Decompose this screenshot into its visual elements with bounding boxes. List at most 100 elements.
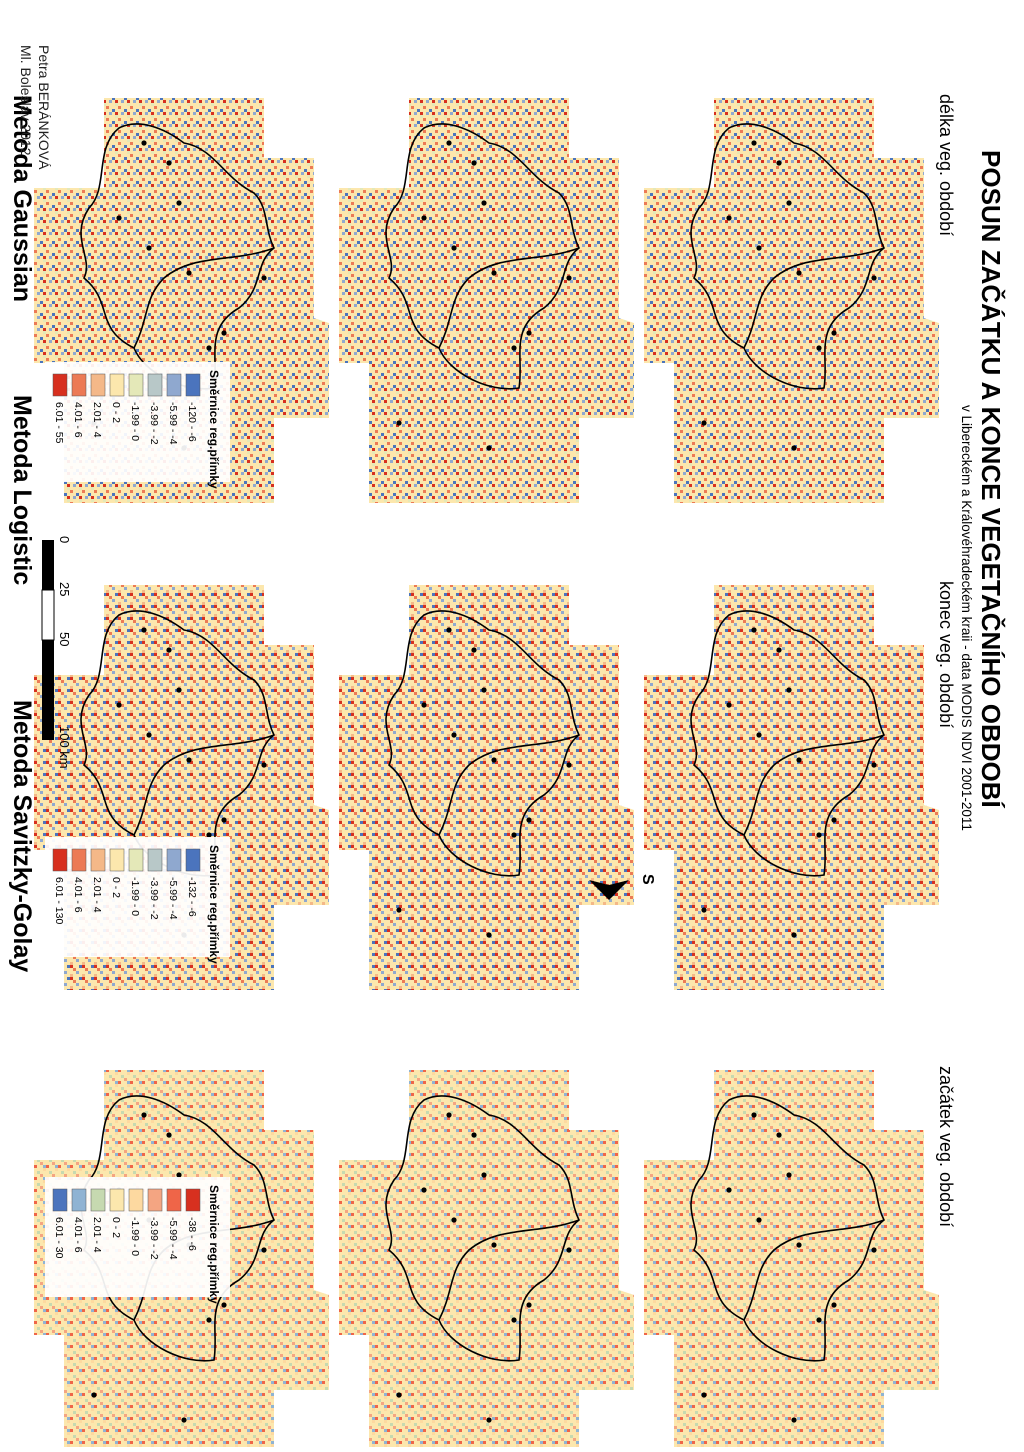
legend-swatch [166,1188,182,1212]
legend-title: Směrnice reg.přímky [207,370,221,489]
town-marker [206,832,212,838]
town-marker [526,817,532,823]
scale-bar-seg-2 [42,640,54,740]
legend-swatch [185,1188,201,1212]
town-marker [791,932,797,938]
town-marker [176,200,182,206]
region-boundary [690,123,886,390]
legend-start: Směrnice reg.přímky -38 - -6 -5.99 - -4 -3.… [45,1177,230,1304]
town-marker [486,932,492,938]
legend-item-label: 0 - 2 [110,402,122,423]
map-start-logistic [339,1070,634,1452]
poster-subtitle: v Libereckém a Královéhradeckém kraji - … [959,405,974,831]
town-marker [396,907,402,913]
town-marker [471,1132,477,1138]
legend-swatch [166,373,182,397]
north-arrow: S [589,874,656,900]
legend-item-label: 2.01 - 4 [91,402,103,438]
town-marker [491,1242,497,1248]
town-marker [796,1242,802,1248]
poster-title: POSUN ZAČÁTKU A KONCE VEGETAČNÍHO OBDOBÍ [976,150,1006,808]
legend-swatch [128,373,144,397]
legend-swatch [185,848,201,872]
town-marker [751,627,757,633]
legend-item-label: 0 - 2 [110,877,122,898]
town-marker [261,275,267,281]
town-marker [776,647,782,653]
town-marker [221,1302,227,1308]
legend-swatch [128,848,144,872]
map-end-logistic [339,585,634,990]
town-marker [486,445,492,451]
raster-footprint [644,1070,939,1452]
scale-bar-seg-1 [41,589,55,641]
town-marker [421,702,427,708]
legend-item-label: -5.99 - -4 [167,877,179,920]
legend-title: Směrnice reg.přímky [207,845,221,964]
town-marker [141,1112,147,1118]
town-marker [421,215,427,221]
town-marker [91,1392,97,1398]
legend-swatch [90,373,106,397]
town-marker [831,1302,837,1308]
scale-bar-seg-0 [42,540,54,590]
credit-place-year: Ml. Boleslav 2012 [18,45,34,156]
town-marker [491,757,497,763]
town-marker [141,140,147,146]
town-marker [701,1392,707,1398]
town-marker [261,762,267,768]
legend-swatch [109,1188,125,1212]
town-marker [451,732,457,738]
town-marker [166,1132,172,1138]
town-marker [261,1247,267,1253]
credit-author: Petra BERÁNKOVÁ [36,45,52,170]
legend-item-label: 4.01 - 6 [72,1217,84,1253]
town-marker [396,420,402,426]
town-marker [481,687,487,693]
method-labels: Metoda Gaussian Metoda Logistic Metoda Sav… [8,95,36,972]
legend-swatch [71,848,87,872]
town-marker [451,245,457,251]
town-marker [146,245,152,251]
map-end-gaussian [644,585,939,990]
legend-end: Směrnice reg.přímky -132 - -6 -5.99 - -4 -3… [45,837,230,964]
region-boundary [385,1095,581,1362]
legend-item-label: 2.01 - 4 [91,1217,103,1253]
map-length-gaussian [644,98,939,503]
town-marker [221,817,227,823]
legend-swatch [109,373,125,397]
town-marker [816,345,822,351]
raster-footprint [339,585,634,990]
town-marker [526,1302,532,1308]
town-marker [756,1217,762,1223]
town-marker [511,1317,517,1323]
legend-item-label: -38 - -6 [186,1217,198,1251]
town-marker [701,420,707,426]
region-boundary [385,123,581,390]
town-marker [816,832,822,838]
town-marker [451,1217,457,1223]
map-length-logistic [339,98,634,503]
town-marker [176,687,182,693]
raster-footprint [644,98,939,503]
raster-footprint [339,1070,634,1452]
town-marker [796,270,802,276]
region-boundary [385,610,581,877]
town-marker [471,647,477,653]
legends: Směrnice reg.přímky -38 - -6 -5.99 - -4 -3.… [45,362,230,1304]
town-marker [816,1317,822,1323]
town-marker [831,817,837,823]
town-marker [566,275,572,281]
legend-swatch [166,848,182,872]
legend-item-label: -3.99 - -2 [148,877,160,920]
town-marker [446,1112,452,1118]
town-marker [181,1417,187,1423]
town-marker [166,160,172,166]
method-label-savitzky: Metoda Savitzky-Golay [8,700,36,972]
town-marker [186,270,192,276]
legend-item-label: 4.01 - 6 [72,877,84,913]
scale-tick-1: 25 [57,582,72,596]
column-label-start: začátek veg. období [932,1060,962,1245]
method-label-gaussian: Metoda Gaussian [8,95,36,302]
column-label-start-text: začátek veg. období [936,1066,956,1227]
